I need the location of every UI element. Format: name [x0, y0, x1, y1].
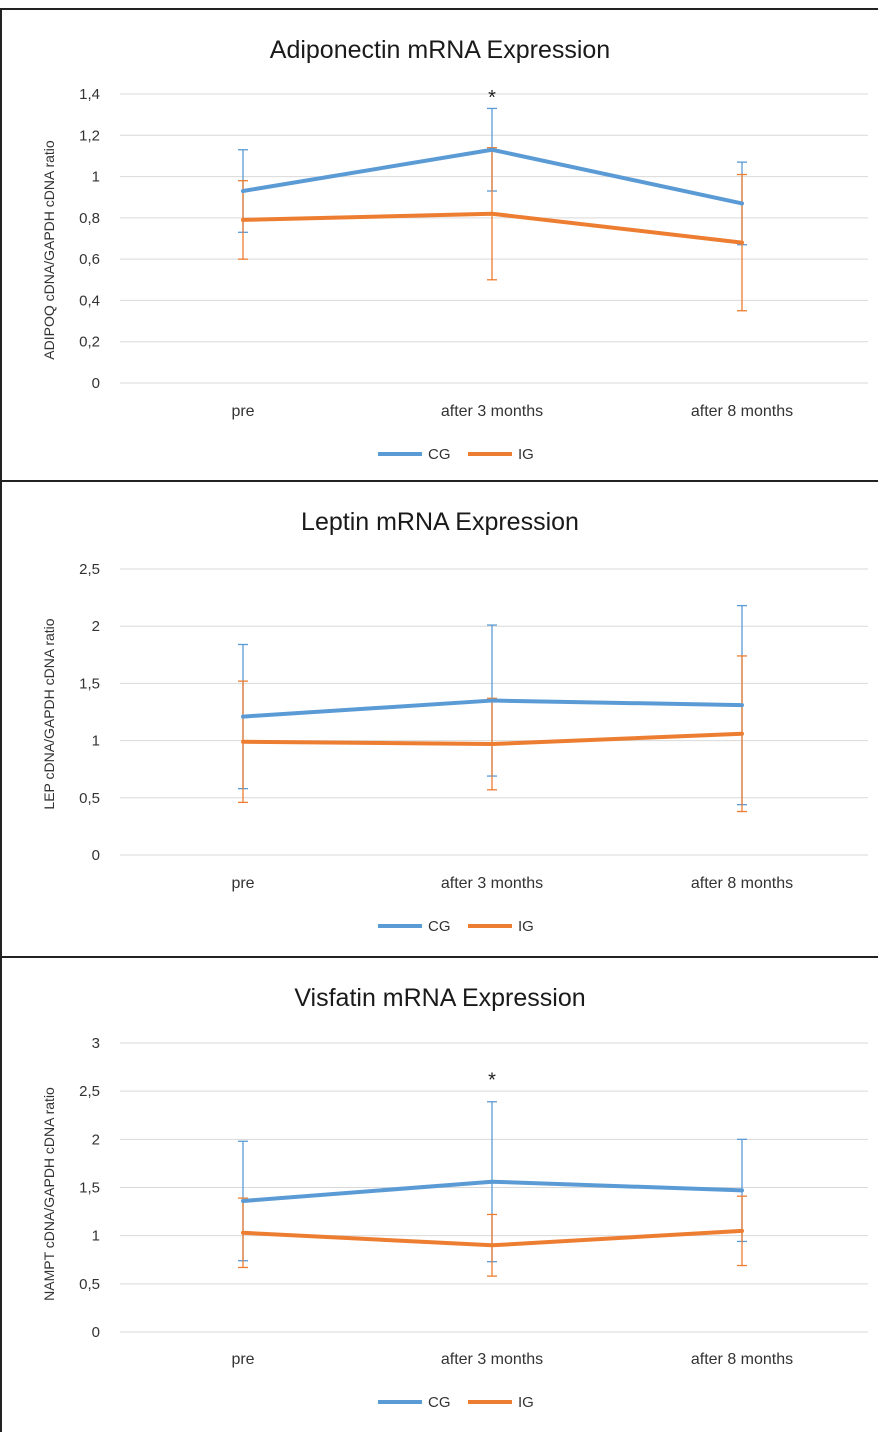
y-tick-label: 0 [92, 375, 100, 392]
legend-label-cg: CG [428, 1394, 451, 1411]
x-tick-label: after 8 months [691, 875, 793, 892]
y-axis-label: NAMPT cDNA/GAPDH cDNA ratio [41, 1087, 57, 1301]
y-tick-label: 1,2 [79, 127, 100, 144]
leptin-chart: Leptin mRNA Expression 0 0,5 1 1,5 2 2,5 LEP cD… [41, 508, 868, 935]
series-line-cg [241, 147, 744, 206]
y-tick-label: 1,5 [79, 1180, 100, 1197]
y-tick-label: 0 [92, 847, 100, 864]
series-line-cg [241, 1179, 744, 1203]
chart-title: Leptin mRNA Expression [301, 508, 579, 536]
x-tick-label: after 3 months [441, 403, 543, 420]
y-tick-label: 3 [92, 1035, 100, 1052]
y-tick-label: 1,4 [79, 86, 100, 103]
y-tick-label: 0,4 [79, 292, 100, 309]
x-tick-label: pre [231, 1351, 254, 1368]
y-tick-label: 2 [92, 618, 100, 635]
y-tick-label: 0,8 [79, 210, 100, 227]
x-tick-label: after 8 months [691, 1351, 793, 1368]
leptin-panel: Leptin mRNA Expression 0 0,5 1 1,5 2 2,5 LEP cD… [0, 480, 878, 958]
y-tick-label: 1 [92, 733, 100, 750]
significance-marker: * [488, 1070, 496, 1092]
y-tick-label: 0 [92, 1324, 100, 1341]
x-tick-label: pre [231, 875, 254, 892]
y-tick-label: 1 [92, 1228, 100, 1245]
significance-marker: * [488, 87, 496, 109]
y-tick-label: 0,5 [79, 790, 100, 807]
series-line-ig [241, 211, 744, 245]
series-line-cg [241, 698, 744, 719]
adiponectin-chart: Adiponectin mRNA Expression 0 0,2 0,4 0,6 0,8… [41, 36, 868, 463]
y-tick-label: 1,5 [79, 675, 100, 692]
legend-label-cg: CG [428, 918, 451, 935]
y-tick-label: 1 [92, 169, 100, 186]
legend-label-ig: IG [518, 918, 534, 935]
series-line-ig [241, 731, 744, 747]
x-tick-label: pre [231, 403, 254, 420]
y-tick-label: 2,5 [79, 1083, 100, 1100]
legend-label-ig: IG [518, 1394, 534, 1411]
y-tick-label: 0,5 [79, 1276, 100, 1293]
y-tick-label: 2,5 [79, 561, 100, 578]
adiponectin-panel: Adiponectin mRNA Expression 0 0,2 0,4 0,6 0,8… [0, 8, 878, 482]
chart-title: Adiponectin mRNA Expression [270, 36, 610, 64]
series-line-ig [241, 1228, 744, 1248]
visfatin-chart: Visfatin mRNA Expression 0 0,5 1 1,5 2 2,5 3 NAM… [41, 984, 868, 1411]
x-tick-label: after 8 months [691, 403, 793, 420]
visfatin-panel: Visfatin mRNA Expression 0 0,5 1 1,5 2 2,5 3 NAM… [0, 956, 878, 1432]
x-tick-label: after 3 months [441, 1351, 543, 1368]
x-tick-label: after 3 months [441, 875, 543, 892]
chart-title: Visfatin mRNA Expression [294, 984, 585, 1012]
legend-label-cg: CG [428, 446, 451, 463]
y-axis-label: LEP cDNA/GAPDH cDNA ratio [41, 618, 57, 809]
legend-label-ig: IG [518, 446, 534, 463]
y-tick-label: 0,6 [79, 251, 100, 268]
y-tick-label: 0,2 [79, 334, 100, 351]
y-axis-label: ADIPOQ cDNA/GAPDH cDNA ratio [41, 140, 57, 360]
y-tick-label: 2 [92, 1131, 100, 1148]
